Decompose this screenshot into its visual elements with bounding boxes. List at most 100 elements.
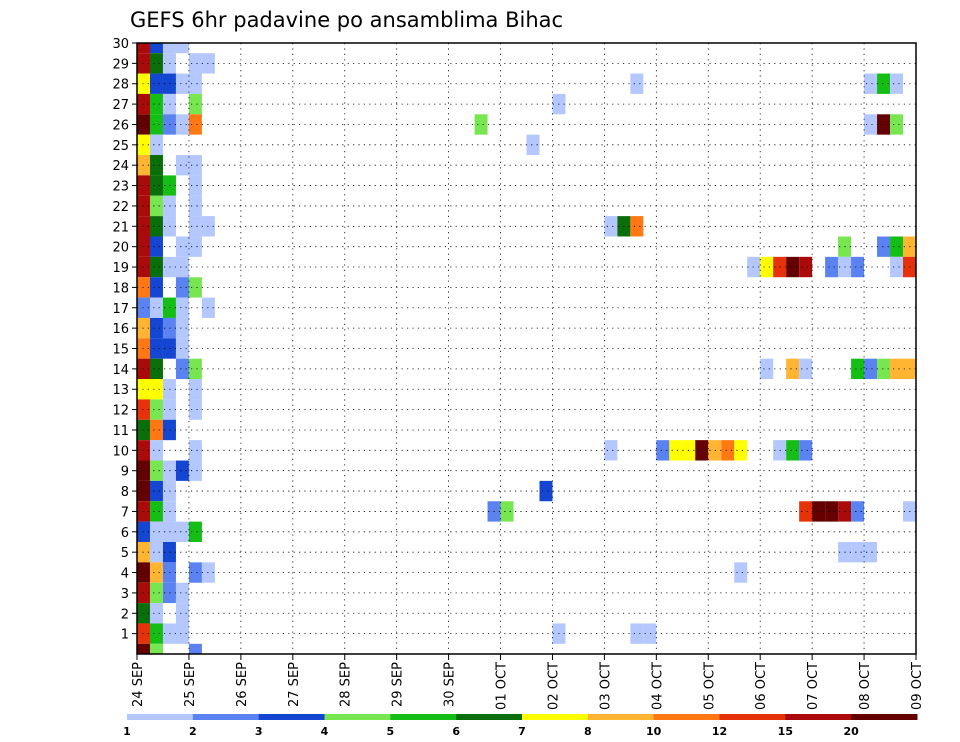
y-tick-label: 14 (112, 363, 129, 378)
heatmap-cell (890, 358, 904, 380)
colorbar-label: 8 (584, 725, 592, 738)
heatmap-cell (149, 399, 163, 420)
heatmap-cell (149, 582, 163, 604)
x-tick-label: 26 SEP (235, 662, 250, 707)
y-tick-label: 2 (121, 607, 129, 622)
heatmap-cell (188, 93, 202, 115)
chart-title: GEFS 6hr padavine po ansamblima Bihac (130, 8, 563, 32)
heatmap-cell (149, 53, 163, 74)
y-tick-label: 19 (112, 261, 129, 276)
x-tick-label: 25 SEP (183, 662, 198, 707)
colorbar-label: 1 (123, 725, 131, 738)
heatmap-cell (188, 114, 202, 135)
heatmap-cell (149, 541, 163, 563)
heatmap-cell (890, 114, 904, 135)
heatmap-cell (851, 358, 865, 380)
y-tick-label: 7 (121, 505, 129, 520)
y-tick-label: 1 (121, 628, 129, 643)
heatmap-cell (201, 297, 215, 318)
heatmap-cell (137, 43, 150, 54)
x-axis: 24 SEP 25 SEP 26 SEP 27 SEP 28 SEP 29 SEP 30 S… (131, 654, 925, 710)
heatmap-cell (175, 73, 189, 94)
heatmap-cell (149, 175, 163, 196)
x-tick-label: 08 OCT (858, 662, 873, 710)
y-tick-label: 20 (112, 241, 129, 256)
heatmap-cell (149, 195, 163, 217)
x-tick-label: 24 SEP (131, 662, 146, 707)
heatmap-cell (760, 256, 774, 278)
y-tick-label: 13 (112, 383, 129, 398)
y-tick-label: 12 (112, 404, 129, 419)
heatmap-cell (864, 73, 878, 94)
heatmap-cell (149, 521, 163, 542)
heatmap-cell (188, 521, 202, 542)
heatmap-cell (188, 155, 202, 176)
heatmap-cell (149, 501, 163, 522)
heatmap-cell (149, 236, 163, 257)
heatmap-cell (812, 501, 826, 522)
x-tick-label: 27 SEP (287, 662, 302, 707)
heatmap-cell (149, 358, 163, 380)
heatmap-cell (149, 93, 163, 115)
colorbar-swatch (324, 714, 391, 720)
heatmap-cell (890, 256, 904, 278)
heatmap-cell (188, 440, 202, 461)
heatmap-cell (539, 480, 553, 502)
heatmap-cell (175, 297, 189, 318)
heatmap-cell (201, 53, 215, 74)
colorbar: 1 2 3 4 5 6 7 8 10 12 15 20 (123, 714, 918, 738)
heatmap-cell (149, 256, 163, 278)
colorbar-label: 4 (321, 725, 329, 738)
y-tick-label: 11 (112, 424, 129, 439)
colorbar-swatch (522, 714, 589, 720)
x-tick-label: 05 OCT (702, 662, 717, 710)
heatmap-cell (474, 114, 488, 135)
heatmap-cell (149, 480, 163, 502)
colorbar-label: 3 (255, 725, 263, 738)
heatmap-cell (149, 134, 163, 156)
heatmap-cell (188, 643, 202, 654)
heatmap-cell (500, 501, 514, 522)
heatmap-cell (188, 379, 202, 400)
heatmap-cell (149, 155, 163, 176)
heatmap-cell (786, 358, 800, 380)
heatmap-cell (188, 175, 202, 196)
heatmap-cell (175, 114, 189, 135)
heatmap-cell (149, 338, 163, 359)
heatmap-cell (877, 73, 891, 94)
heatmap-cell (149, 562, 163, 583)
y-tick-label: 28 (112, 78, 129, 93)
x-tick-label: 09 OCT (910, 662, 925, 710)
heatmap-cell (149, 419, 163, 441)
heatmap-cell (188, 460, 202, 481)
heatmap-cell (149, 460, 163, 481)
heatmap-cell (695, 440, 709, 461)
heatmap-cell (175, 623, 189, 644)
y-tick-label: 4 (121, 567, 129, 582)
y-tick-label: 25 (112, 139, 129, 154)
y-tick-label: 5 (121, 546, 129, 561)
heatmap-cell (149, 216, 163, 237)
heatmap-cell (786, 256, 800, 278)
x-tick-label: 02 OCT (546, 662, 561, 710)
heatmap-cell (149, 603, 163, 624)
y-tick-label: 10 (112, 444, 129, 459)
heatmap-cell (799, 256, 813, 278)
heatmap-cell (188, 216, 202, 237)
y-tick-label: 9 (121, 465, 129, 480)
heatmap-cell (175, 460, 189, 481)
colorbar-label: 12 (712, 725, 727, 738)
y-tick-label: 24 (112, 159, 129, 174)
x-tick-label: 01 OCT (495, 662, 510, 710)
y-tick-label: 21 (112, 220, 129, 235)
colorbar-swatch (258, 714, 325, 720)
heatmap-cell (175, 256, 189, 278)
heatmap-cell (149, 379, 163, 400)
x-tick-label: 03 OCT (598, 662, 613, 710)
heatmap-cell (188, 195, 202, 217)
heatmap-cell (188, 399, 202, 420)
colorbar-swatch (719, 714, 786, 720)
y-tick-label: 18 (112, 281, 129, 296)
heatmap-cell (760, 358, 774, 380)
grid-lines (137, 43, 916, 654)
